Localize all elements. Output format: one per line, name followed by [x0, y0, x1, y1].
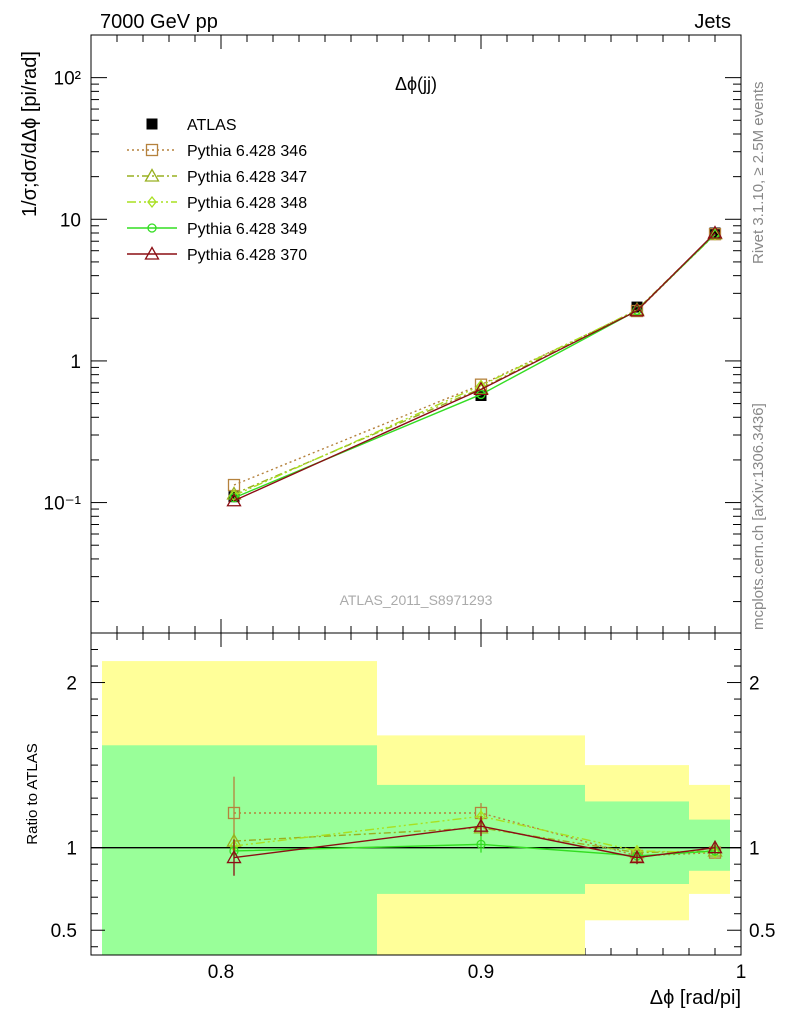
main-y-tick-label: 10⁻¹	[44, 494, 82, 515]
main-y-label: 1/σ;dσ/dΔϕ [pi/rad]	[19, 51, 41, 217]
ratio-data-point	[226, 849, 242, 864]
main-series-line	[233, 233, 716, 486]
legend: ATLAS Pythia 6.428 346 Pythia 6.428 347 Pyt…	[127, 117, 307, 264]
legend-marker	[146, 118, 158, 130]
ratio-band-inner	[585, 801, 689, 884]
ratio-panel: 0.5 0.51 12 20.8 0.9 1 Ratio to ATLAS Δϕ [rad…	[24, 632, 775, 1009]
legend-marker	[145, 143, 159, 157]
legend-label: Pythia 6.428 346	[187, 143, 307, 160]
panel-title: Δϕ(jj)	[395, 74, 437, 94]
legend-marker	[147, 195, 157, 209]
main-data-point	[228, 491, 240, 503]
ratio-data-point	[707, 839, 723, 854]
ratio-data-point	[476, 839, 486, 850]
x-tick-label: 1	[736, 962, 747, 983]
legend-label: Pythia 6.428 348	[187, 195, 307, 212]
x-axis-label: Δϕ [rad/pi]	[650, 987, 741, 1009]
ratio-series-line	[233, 843, 716, 857]
main-data-point	[473, 381, 489, 395]
main-data-point	[475, 390, 487, 402]
ratio-data-point	[227, 806, 241, 820]
main-panel: 10⁻¹ 1 10 10² Δϕ(jj) ATLAS_2011_S8971293 1/…	[19, 34, 742, 634]
ratio-y-tick-label: 0.5	[51, 921, 77, 942]
ratio-y-label: Ratio to ATLAS	[24, 743, 41, 844]
main-y-tick-label: 10²	[54, 69, 81, 90]
header-right: Jets	[694, 11, 731, 33]
legend-label: Pythia 6.428 349	[187, 221, 307, 238]
side-text-top: Rivet 3.1.10, ≥ 2.5M events	[750, 82, 767, 265]
header-left: 7000 GeV pp	[100, 11, 218, 33]
ratio-y-tick-label-right: 1	[749, 839, 760, 860]
x-tick-label: 0.9	[468, 962, 494, 983]
main-data-point	[226, 492, 242, 507]
ratio-frame	[90, 632, 742, 956]
main-y-tick-label: 10	[60, 210, 81, 231]
legend-marker	[144, 168, 160, 182]
legend-marker	[147, 223, 157, 233]
main-y-tick-label: 1	[70, 352, 81, 373]
main-series-line	[233, 233, 716, 495]
ratio-series-line	[233, 827, 716, 854]
main-series-line	[233, 232, 716, 502]
ratio-data-point	[473, 818, 489, 832]
ratio-plot-area: 0.5 0.51 12 20.8 0.9 1	[51, 633, 775, 983]
main-data-point	[629, 302, 645, 317]
main-data-point	[226, 486, 242, 500]
legend-label: ATLAS	[187, 117, 237, 134]
ratio-series-line	[233, 825, 716, 859]
main-series-line	[233, 233, 716, 499]
ratio-band-inner	[689, 819, 730, 871]
main-data-point	[707, 225, 723, 239]
legend-label: Pythia 6.428 347	[187, 169, 307, 186]
x-tick-label: 0.8	[208, 962, 234, 983]
ratio-y-tick-label-right: 0.5	[749, 921, 775, 942]
main-plot-area: 10⁻¹ 1 10 10²	[44, 34, 742, 633]
ratio-data-point	[629, 849, 645, 864]
ratio-y-tick-label: 2	[66, 674, 77, 695]
watermark: ATLAS_2011_S8971293	[340, 592, 493, 608]
ratio-y-tick-label: 1	[66, 839, 77, 860]
ratio-y-tick-label-right: 2	[749, 674, 760, 695]
main-data-point	[710, 228, 720, 241]
main-series-line	[233, 234, 716, 497]
legend-label: Pythia 6.428 370	[187, 247, 307, 264]
ratio-series-line	[233, 815, 716, 854]
legend-marker	[144, 246, 160, 260]
side-text-bottom: mcplots.cern.ch [arXiv:1306.3436]	[750, 403, 767, 630]
